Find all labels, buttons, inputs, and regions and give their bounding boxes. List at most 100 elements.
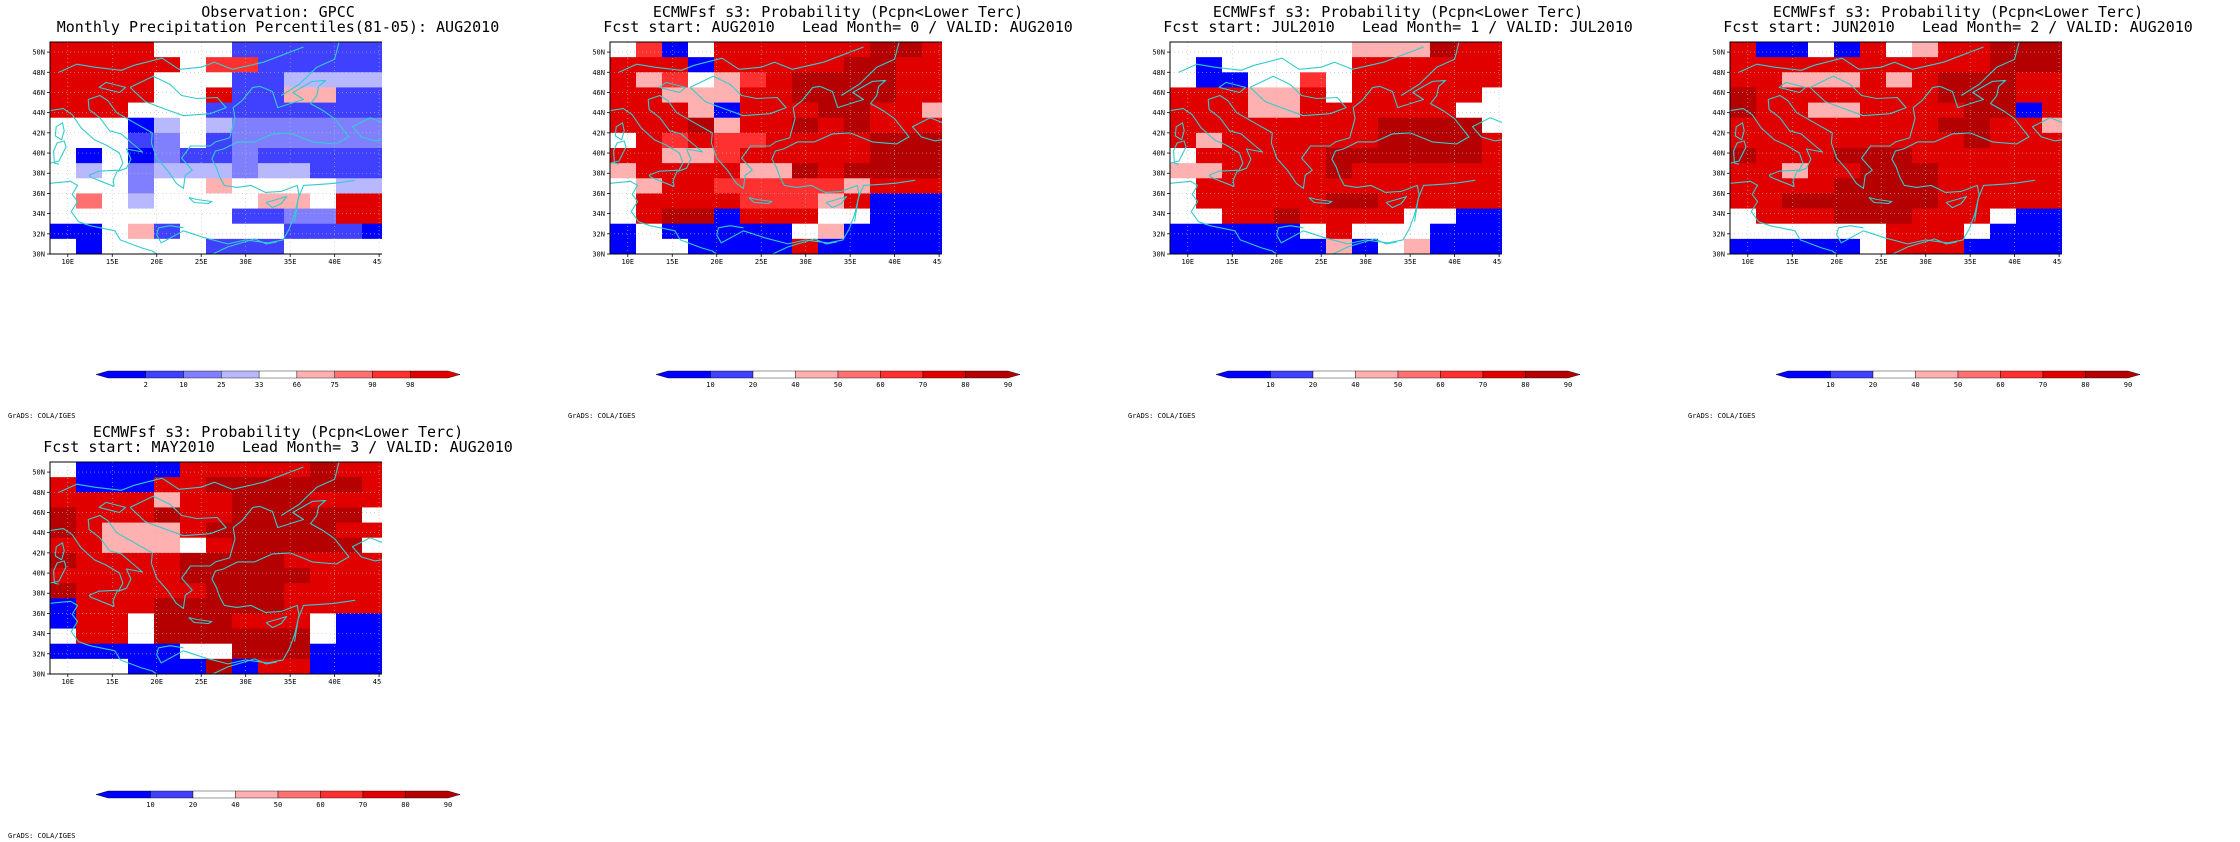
grid-cell bbox=[1326, 72, 1353, 88]
grid-cell bbox=[818, 132, 845, 149]
grid-cell bbox=[128, 102, 155, 119]
grid-cell bbox=[766, 178, 793, 194]
grid-cell bbox=[102, 238, 129, 255]
grid-cell bbox=[1326, 57, 1353, 73]
grid-cell bbox=[610, 72, 637, 88]
legend-swatch bbox=[277, 790, 321, 799]
grid-cell bbox=[1912, 42, 1939, 58]
grid-cell bbox=[2042, 42, 2062, 58]
grid-cell bbox=[284, 72, 311, 88]
grid-cell bbox=[636, 148, 663, 164]
grid-cell bbox=[102, 208, 129, 225]
grid-cell bbox=[206, 178, 233, 194]
grid-cell bbox=[766, 87, 793, 104]
grid-cell bbox=[1326, 42, 1353, 58]
grid-cell bbox=[362, 643, 382, 660]
grid-cell bbox=[50, 598, 77, 614]
grid-cell bbox=[102, 193, 129, 210]
legend-swatch bbox=[320, 790, 364, 799]
grid-cell bbox=[1170, 72, 1197, 88]
probability-map: 30N 32N 34N 36N 38N 40N 42N 44N 46N 48N 50N 10E 15E 2… bbox=[584, 41, 942, 266]
grid-cell bbox=[362, 658, 382, 675]
grid-cell bbox=[310, 643, 337, 660]
grid-cell bbox=[1834, 208, 1861, 225]
grid-cell bbox=[1352, 208, 1379, 225]
grid-cell bbox=[714, 163, 741, 179]
grid-cell bbox=[102, 598, 129, 614]
lat-tick-label: 46N bbox=[1152, 89, 1165, 97]
grid-cell bbox=[1404, 72, 1431, 88]
grid-cell bbox=[1834, 238, 1861, 255]
grid-cell bbox=[154, 148, 181, 164]
legend-swatch bbox=[1775, 370, 1831, 379]
grid-cell bbox=[714, 208, 741, 225]
legend-label: 20 bbox=[749, 381, 757, 389]
grid-cell bbox=[258, 552, 285, 569]
grid-cell bbox=[362, 163, 382, 179]
lat-tick-label: 40N bbox=[1152, 150, 1165, 158]
grid-cell bbox=[102, 658, 129, 675]
grid-cell bbox=[818, 117, 845, 134]
grid-cell bbox=[50, 193, 77, 210]
lat-tick-label: 36N bbox=[32, 190, 45, 198]
grid-cell bbox=[1756, 72, 1783, 88]
grid-cell bbox=[50, 87, 77, 104]
color-legend: 10 20 40 50 60 70 80 90 bbox=[1775, 370, 2141, 389]
grid-cell bbox=[662, 208, 689, 225]
legend-label: 70 bbox=[1479, 381, 1487, 389]
grid-cell bbox=[1756, 208, 1783, 225]
grid-cell bbox=[206, 598, 233, 614]
grid-cell bbox=[2016, 238, 2043, 255]
grid-cell bbox=[180, 163, 207, 179]
panel-subtitle: Monthly Precipitation Percentiles(81-05)… bbox=[56, 18, 500, 36]
grid-cell bbox=[1886, 42, 1913, 58]
grid-cell bbox=[232, 163, 259, 179]
grid-cell bbox=[1834, 193, 1861, 210]
grid-cell bbox=[870, 193, 897, 210]
grid-cell bbox=[310, 598, 337, 614]
grid-cell bbox=[2042, 117, 2062, 134]
grid-cell bbox=[1482, 42, 1502, 58]
grid-cell bbox=[258, 163, 285, 179]
grid-cell bbox=[2042, 148, 2062, 164]
grid-cell bbox=[128, 117, 155, 134]
legend-swatch bbox=[1312, 370, 1356, 379]
grid-cell bbox=[1782, 57, 1809, 73]
grads-credit: GrADS: COLA/IGES bbox=[1688, 412, 1756, 420]
grid-cell bbox=[1378, 163, 1405, 179]
grid-cell bbox=[1248, 208, 1275, 225]
grid-cell bbox=[1170, 208, 1197, 225]
lon-tick-label: 45E bbox=[933, 258, 942, 266]
grid-cell bbox=[2016, 163, 2043, 179]
lon-tick-label: 35E bbox=[1964, 258, 1977, 266]
lat-tick-label: 32N bbox=[1152, 230, 1165, 238]
grid-cell bbox=[232, 552, 259, 569]
lat-tick-label: 46N bbox=[32, 89, 45, 97]
grid-cell bbox=[128, 42, 155, 58]
grid-cell bbox=[180, 658, 207, 675]
lat-tick-label: 30N bbox=[32, 671, 45, 679]
grid-cell bbox=[362, 522, 382, 539]
grid-cell bbox=[1248, 117, 1275, 134]
legend-swatch bbox=[2085, 370, 2141, 379]
grid-cell bbox=[76, 223, 103, 240]
grads-credit: GrADS: COLA/IGES bbox=[1128, 412, 1196, 420]
grid-cell bbox=[818, 57, 845, 73]
coastline bbox=[49, 461, 382, 675]
grid-cell bbox=[922, 57, 942, 73]
grid-cell bbox=[180, 87, 207, 104]
grid-cell bbox=[1834, 163, 1861, 179]
legend-label: 40 bbox=[1911, 381, 1919, 389]
lat-tick-label: 38N bbox=[592, 170, 605, 178]
grid-cell bbox=[1352, 72, 1379, 88]
grid-cell bbox=[284, 223, 311, 240]
grid-cell bbox=[1730, 102, 1757, 119]
grid-cell bbox=[1456, 72, 1483, 88]
grid-cell bbox=[1808, 72, 1835, 88]
grid-cell bbox=[1886, 178, 1913, 194]
grid-cell bbox=[206, 87, 233, 104]
grid-cell bbox=[310, 552, 337, 569]
lon-tick-label: 15E bbox=[106, 678, 119, 686]
grid-cell bbox=[206, 193, 233, 210]
grid-cell bbox=[714, 132, 741, 149]
